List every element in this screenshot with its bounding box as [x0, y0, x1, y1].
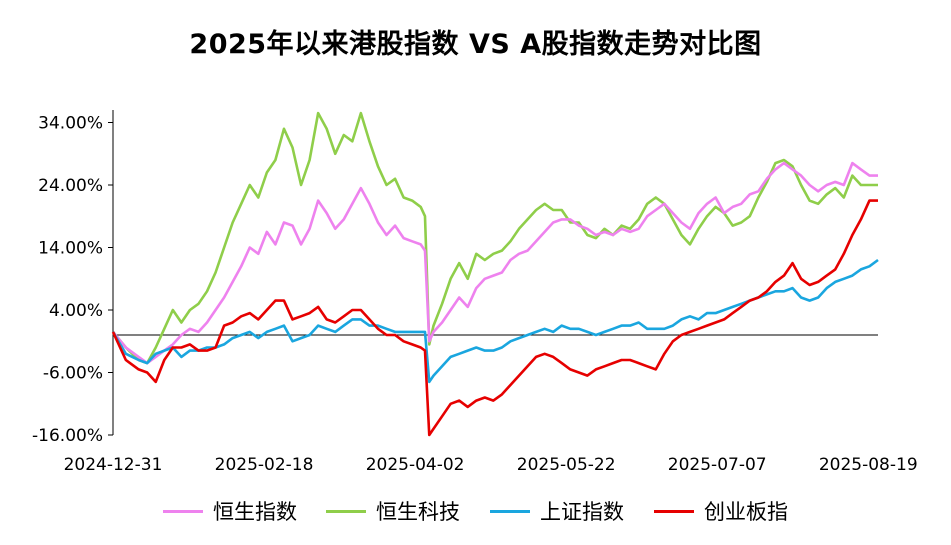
y-tick-label: 24.00%: [38, 176, 103, 196]
chart-plot: 34.00% 24.00% 14.00% 4.00% -6.00% -16.00% 202…: [0, 0, 951, 500]
x-tick-label: 2025-02-18: [215, 455, 314, 475]
legend-swatch-hsi: [163, 510, 203, 513]
x-tick-label: 2025-08-19: [819, 455, 918, 475]
x-tick-label: 2025-04-02: [366, 455, 465, 475]
legend-item-hsi: 恒生指数: [163, 496, 297, 526]
axes: [113, 110, 878, 435]
series-line-sse: [113, 260, 878, 382]
y-tick-label: -6.00%: [43, 364, 103, 384]
series-lines: [113, 113, 878, 435]
y-tick-label: -16.00%: [32, 426, 103, 446]
y-ticks: 34.00% 24.00% 14.00% 4.00% -6.00% -16.00%: [32, 114, 113, 447]
legend-label-sse: 上证指数: [540, 496, 624, 526]
legend-swatch-hstech: [326, 510, 366, 513]
legend-label-chinext: 创业板指: [704, 496, 788, 526]
y-tick-label: 14.00%: [38, 239, 103, 259]
x-ticks: 2024-12-31 2025-02-18 2025-04-02 2025-05-22…: [64, 455, 918, 475]
x-tick-label: 2024-12-31: [64, 455, 163, 475]
legend-item-chinext: 创业板指: [654, 496, 788, 526]
legend-label-hsi: 恒生指数: [213, 496, 297, 526]
legend-swatch-chinext: [654, 510, 694, 513]
y-tick-label: 4.00%: [49, 301, 103, 321]
legend-swatch-sse: [490, 510, 530, 513]
legend-item-sse: 上证指数: [490, 496, 624, 526]
legend-label-hstech: 恒生科技: [376, 496, 460, 526]
legend-item-hstech: 恒生科技: [326, 496, 460, 526]
x-tick-label: 2025-07-07: [668, 455, 767, 475]
y-tick-label: 34.00%: [38, 114, 103, 134]
legend: 恒生指数 恒生科技 上证指数 创业板指: [0, 496, 951, 526]
chart-container: 2025年以来港股指数 VS A股指数走势对比图 34.00% 24.00% 14.…: [0, 0, 951, 545]
x-tick-label: 2025-05-22: [517, 455, 616, 475]
series-line-hsi: [113, 163, 878, 363]
